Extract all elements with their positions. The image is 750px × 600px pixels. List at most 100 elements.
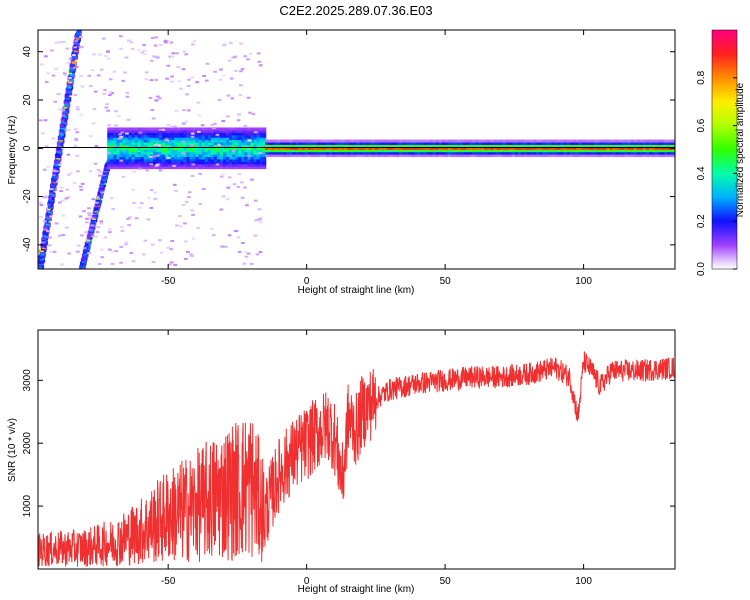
heatmap-cell: [475, 154, 479, 158]
heatmap-cell: [131, 158, 136, 162]
heatmap-cell: [298, 146, 303, 150]
heatmap-cell: [216, 166, 221, 170]
heatmap-cell: [274, 151, 278, 155]
heatmap-cell: [560, 146, 565, 150]
heatmap-cell: [350, 154, 355, 158]
heatmap-cell: [572, 149, 577, 153]
heatmap-cell: [268, 146, 272, 150]
heatmap-cell: [652, 146, 656, 150]
heatmap-cell: [661, 139, 665, 143]
heatmap-cell: [286, 151, 291, 155]
heatmap-cell: [183, 156, 188, 160]
heatmap-cell: [201, 154, 206, 158]
heatmap-cell: [444, 146, 449, 150]
heatmap-cell: [475, 144, 479, 148]
heatmap-cell: [350, 149, 355, 153]
heatmap-cell: [173, 263, 178, 266]
heatmap-cell: [210, 161, 215, 165]
heatmap-cell: [539, 149, 543, 153]
heatmap-cell: [250, 156, 255, 160]
heatmap-cell: [37, 270, 41, 274]
heatmap-cell: [444, 154, 449, 158]
heatmap-cell: [96, 74, 101, 77]
heatmap-cell: [481, 139, 486, 143]
heatmap-cell: [256, 141, 261, 145]
heatmap-cell: [207, 156, 212, 160]
heatmap-cell: [59, 186, 64, 189]
heatmap-cell: [42, 220, 47, 223]
heatmap-cell: [156, 95, 160, 98]
heatmap-cell: [152, 155, 157, 158]
heatmap-cell: [368, 154, 373, 158]
heatmap-cells: [37, 30, 675, 274]
heatmap-cell: [137, 163, 142, 167]
heatmap-cell: [134, 139, 139, 143]
heatmap-cell: [137, 158, 142, 162]
heatmap-cell: [137, 127, 142, 131]
heatmap-cell: [204, 158, 209, 162]
heatmap-cell: [58, 93, 63, 96]
heatmap-cell: [313, 154, 318, 158]
heatmap-cell: [295, 154, 300, 158]
heatmap-cell: [180, 129, 185, 133]
heatmap-cell: [175, 224, 179, 227]
heatmap-cell: [244, 154, 248, 158]
heatmap-cell: [362, 151, 367, 155]
heatmap-cell: [673, 151, 675, 155]
heatmap-cell: [621, 146, 626, 150]
heatmap-cell: [173, 125, 177, 128]
heatmap-cell: [257, 60, 262, 63]
heatmap-cell: [131, 129, 136, 133]
heatmap-cell: [232, 137, 236, 141]
heatmap-cell: [517, 139, 522, 143]
heatmap-cell: [259, 156, 264, 160]
heatmap-cell: [271, 146, 275, 150]
heatmap-cell: [219, 127, 224, 131]
heatmap-cell: [131, 151, 136, 155]
heatmap-cell: [594, 141, 598, 145]
heatmap-cell: [423, 141, 428, 145]
heatmap-cell: [137, 139, 142, 143]
heatmap-cell: [380, 151, 385, 155]
heatmap-cell: [89, 85, 93, 88]
heatmap-cell: [128, 156, 133, 160]
heatmap-cell: [304, 151, 309, 155]
heatmap-cell: [493, 141, 498, 145]
heatmap-cell: [411, 144, 415, 148]
heatmap-cell: [606, 149, 610, 153]
heatmap-cell: [122, 139, 127, 143]
heatmap-cell: [670, 151, 674, 155]
heatmap-cell: [108, 78, 113, 81]
heatmap-cell: [180, 141, 185, 145]
heatmap-cell: [183, 134, 188, 138]
heatmap-cell: [402, 151, 406, 155]
heatmap-cell: [636, 146, 641, 150]
heatmap-cell: [180, 127, 185, 131]
heatmap-cell: [253, 134, 258, 138]
heatmap-cell: [664, 149, 668, 153]
heatmap-cell: [238, 161, 242, 165]
heatmap-cell: [639, 144, 644, 148]
heatmap-cell: [499, 154, 504, 158]
heatmap-cell: [301, 154, 306, 158]
heatmap-cell: [530, 141, 534, 145]
heatmap-cell: [396, 149, 400, 153]
heatmap-cell: [457, 154, 461, 158]
heatmap-cell: [119, 127, 124, 131]
heatmap-cell: [292, 151, 297, 155]
heatmap-cell: [244, 146, 248, 150]
heatmap-cell: [235, 151, 239, 155]
heatmap-cell: [624, 146, 629, 150]
heatmap-cell: [80, 45, 84, 48]
heatmap-cell: [371, 139, 376, 143]
heatmap-cell: [627, 146, 632, 150]
heatmap-cell: [304, 144, 309, 148]
heatmap-cell: [548, 154, 553, 158]
heatmap-cell: [153, 44, 158, 47]
heatmap-cell: [241, 141, 245, 145]
heatmap-cell: [165, 149, 169, 153]
heatmap-cell: [110, 262, 115, 265]
heatmap-cell: [56, 93, 61, 96]
heatmap-cell: [170, 239, 175, 242]
